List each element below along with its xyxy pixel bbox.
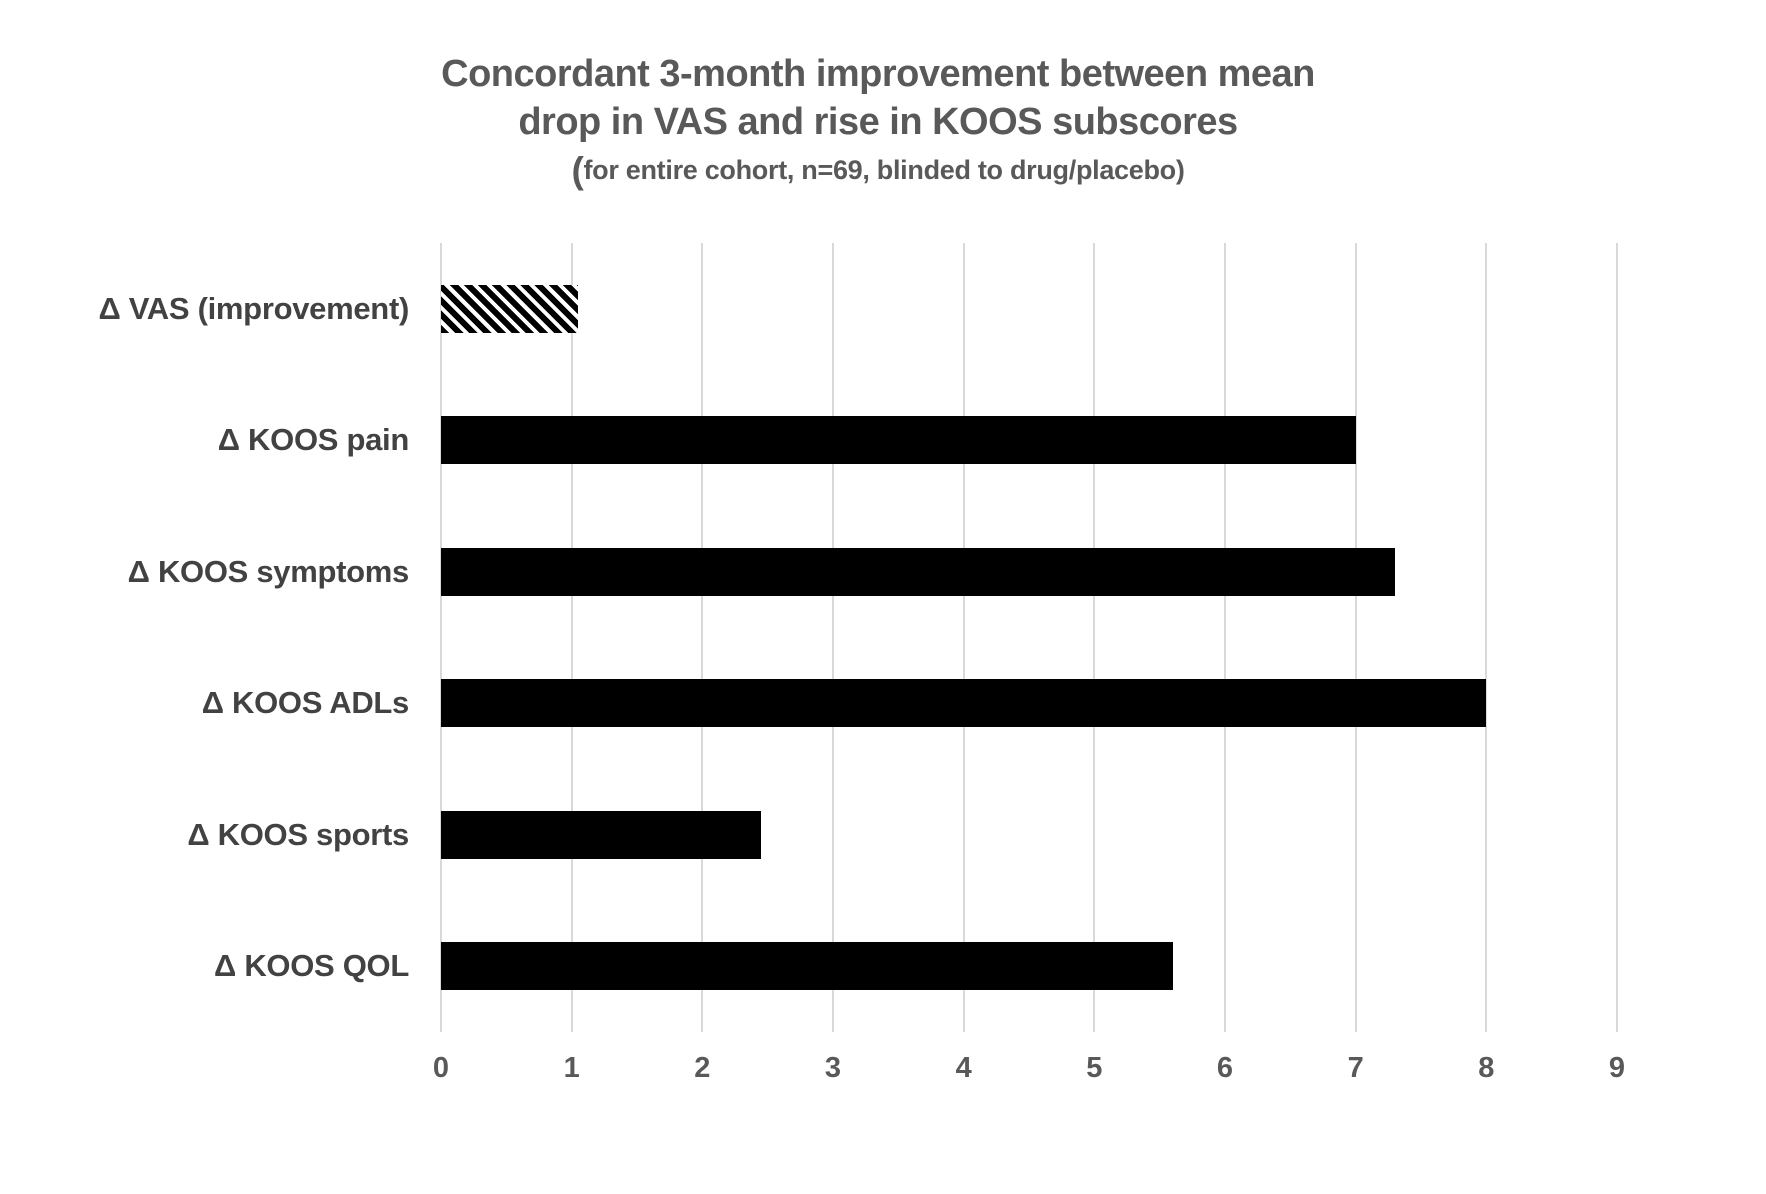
chart-bar — [441, 284, 579, 333]
x-tick-label: 7 — [1347, 1052, 1364, 1084]
category-label: Δ KOOS symptoms — [127, 553, 410, 589]
chart-title-block: Concordant 3-month improvement between m… — [0, 50, 1756, 191]
gridline — [1354, 243, 1357, 1032]
x-tick-label: 6 — [1216, 1052, 1234, 1084]
gridline — [962, 243, 965, 1032]
x-tick-label: 4 — [955, 1052, 972, 1084]
x-tick-label: 1 — [563, 1052, 580, 1084]
gridline — [701, 243, 704, 1032]
x-axis: 0 1 2 3 4 5 6 7 8 9 — [433, 1052, 1625, 1096]
chart-subtitle-paren: ( — [571, 150, 584, 191]
gridline — [1223, 243, 1226, 1032]
category-label: Δ KOOS QOL — [214, 948, 409, 984]
gridline — [440, 243, 442, 1032]
gridline — [831, 243, 834, 1032]
x-tick-label: 5 — [1086, 1052, 1103, 1084]
x-tick-label: 2 — [694, 1052, 711, 1084]
x-tick-label: 9 — [1608, 1052, 1626, 1084]
category-label: Δ VAS (improvement) — [98, 290, 409, 326]
category-label: Δ KOOS ADLs — [201, 685, 410, 721]
x-tick-label: 3 — [824, 1052, 842, 1084]
chart-subtitle-text: for entire cohort, n=69, blinded to drug… — [583, 155, 1185, 185]
chart-subtitle: (for entire cohort, n=69, blinded to dru… — [0, 150, 1756, 191]
chart-bar — [441, 810, 762, 859]
chart-bar — [441, 679, 1487, 728]
category-label: Δ KOOS sports — [187, 816, 409, 852]
gridline — [1485, 243, 1488, 1032]
x-tick-label: 0 — [432, 1052, 450, 1084]
chart-bar — [441, 942, 1173, 991]
gridline — [1616, 243, 1618, 1032]
chart-title-line-2: drop in VAS and rise in KOOS subscores — [518, 101, 1238, 143]
chart-title-line-1: Concordant 3-month improvement between m… — [441, 53, 1315, 95]
gridline — [570, 243, 573, 1032]
plot-area — [440, 243, 1618, 1032]
chart-bar — [441, 547, 1395, 596]
x-tick-label: 8 — [1478, 1052, 1495, 1084]
category-axis: Δ VAS (improvement) Δ KOOS pain Δ KOOS sym… — [0, 243, 425, 1032]
category-label: Δ KOOS pain — [217, 422, 410, 458]
chart-bar — [441, 416, 1356, 465]
gridline — [1093, 243, 1096, 1032]
